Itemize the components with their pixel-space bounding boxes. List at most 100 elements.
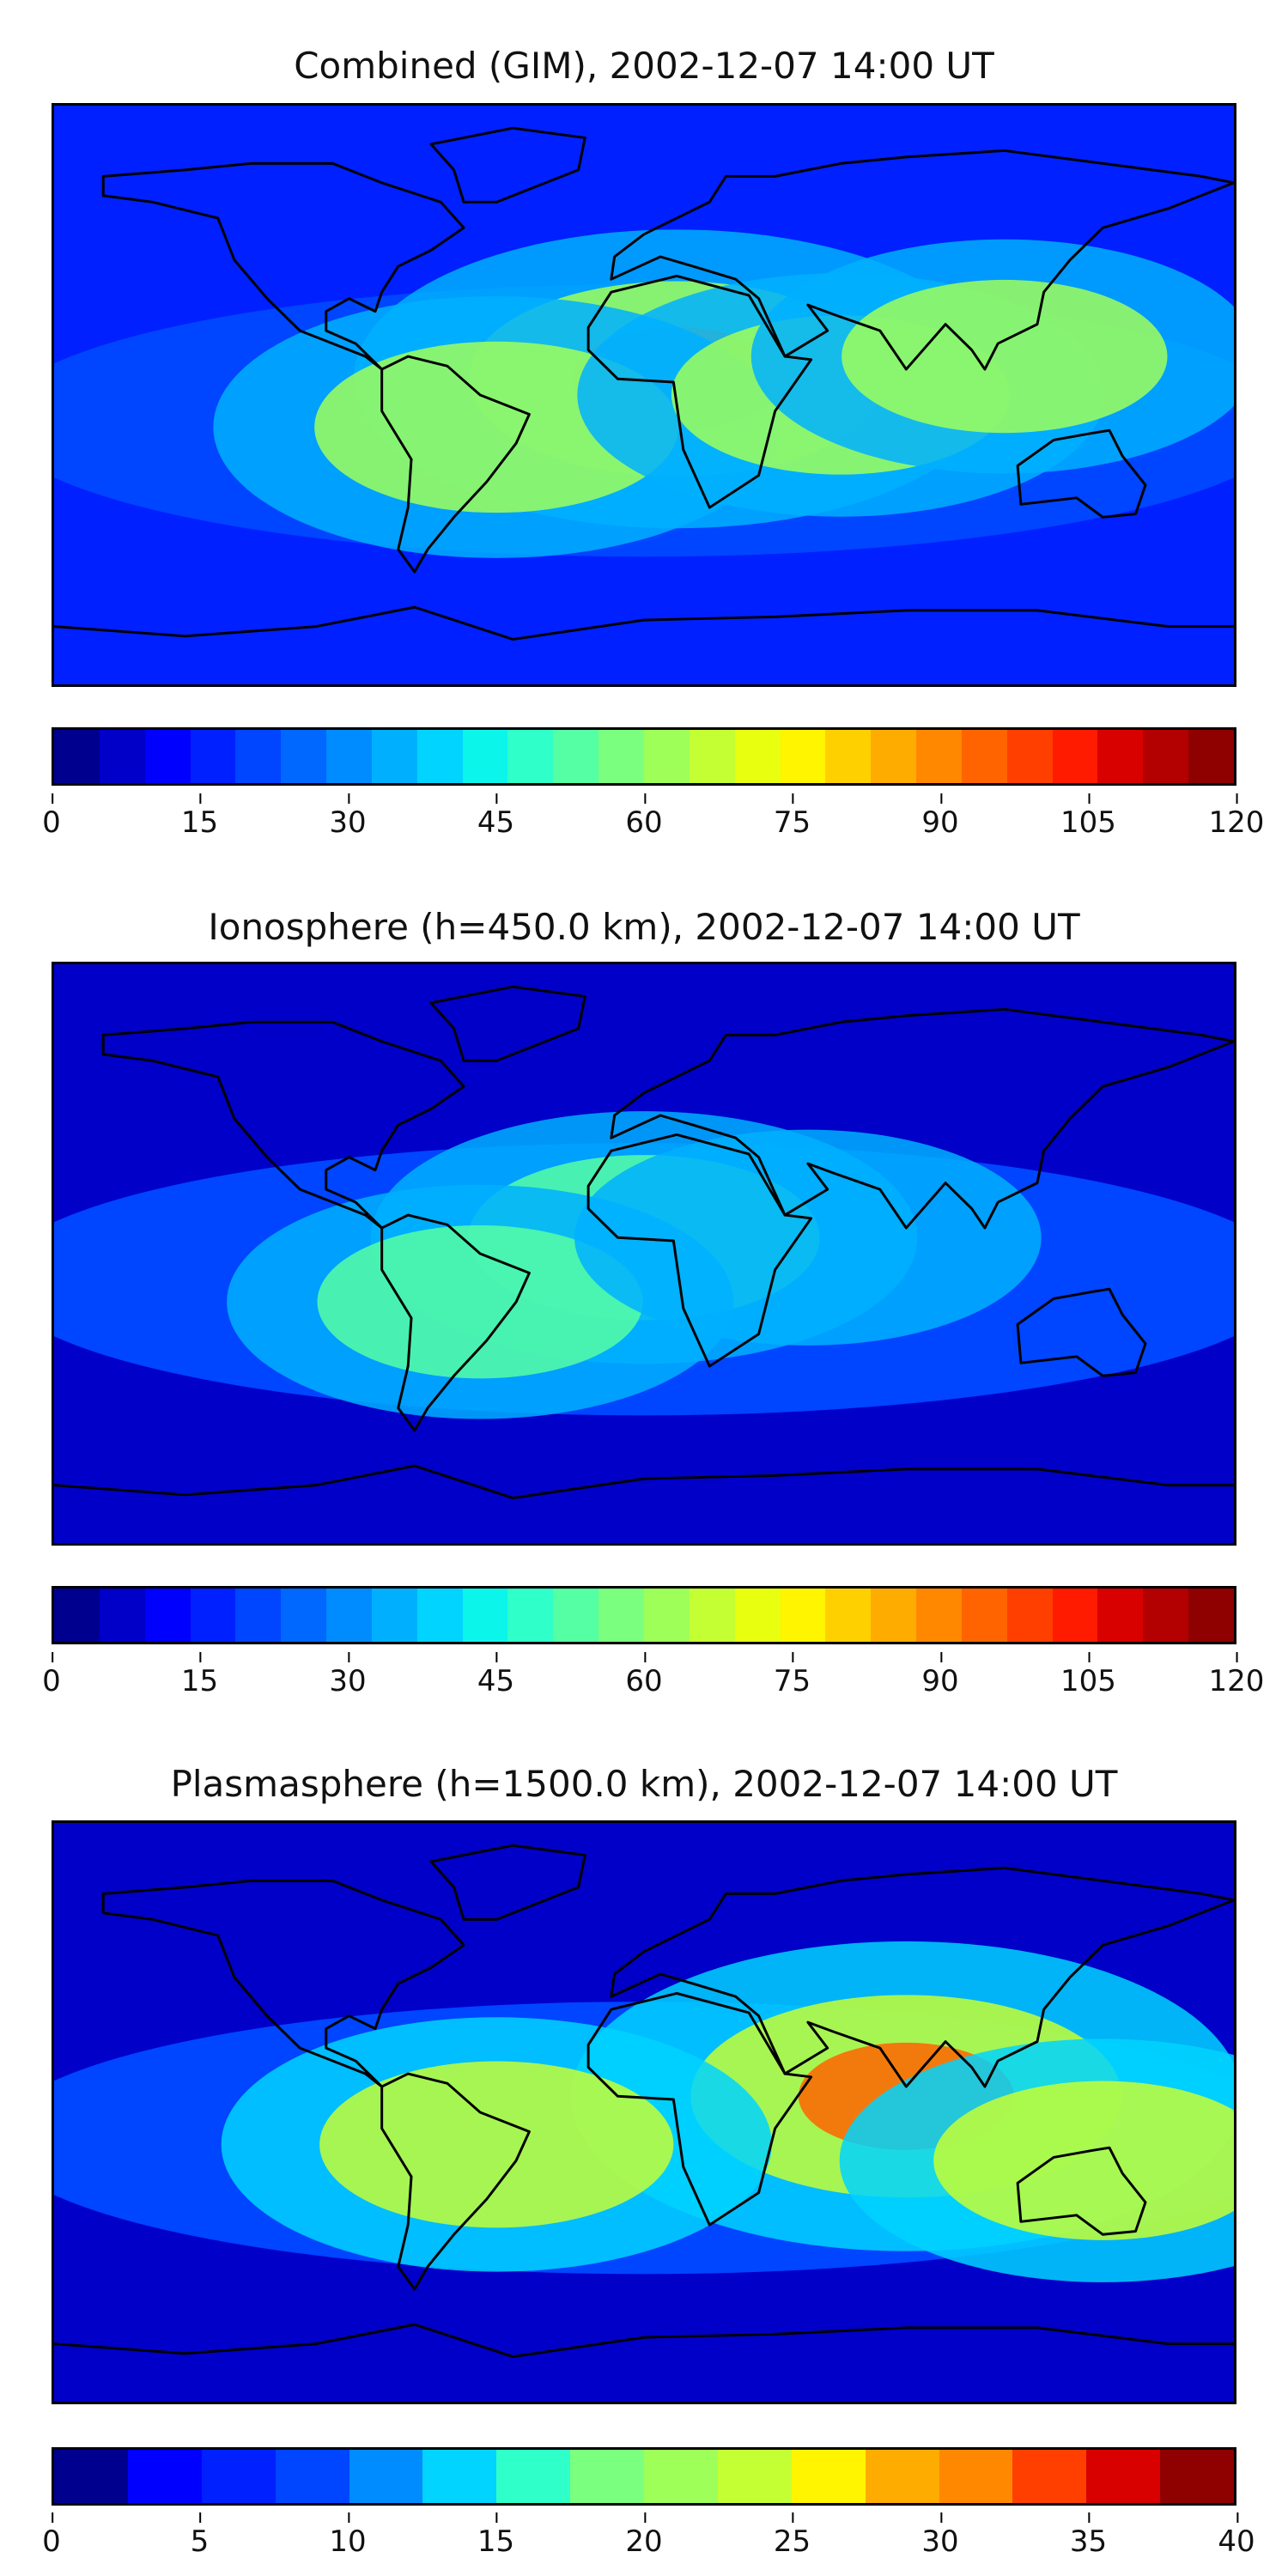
tec-contour: [317, 1225, 643, 1379]
colorbar-cell: [235, 730, 282, 783]
coastline-australia: [1016, 428, 1147, 519]
colorbar-cell: [734, 1589, 781, 1642]
colorbar-cell: [281, 730, 327, 783]
colorbar-cell: [1086, 2450, 1161, 2503]
colorbar-tick-label: 25: [773, 2512, 811, 2559]
colorbar-tick-label: 35: [1069, 2512, 1108, 2559]
colorbar-cell: [99, 730, 145, 783]
colorbar-cell: [54, 1589, 100, 1642]
colorbar-cell: [1012, 2450, 1087, 2503]
colorbar-tick-label: 45: [477, 793, 515, 840]
colorbar-cell: [371, 1589, 417, 1642]
map-title: Plasmasphere (h=1500.0 km), 2002-12-07 1…: [170, 1763, 1118, 1805]
colorbar-cell: [916, 1589, 962, 1642]
colorbar-cell: [689, 730, 735, 783]
colorbar-cell: [416, 730, 463, 783]
tec-map-svg: [54, 1823, 1234, 2402]
colorbar-cell: [1188, 730, 1234, 783]
colorbar-cell: [54, 2450, 128, 2503]
colorbar-cell: [326, 730, 372, 783]
colorbar-tick-label: 75: [773, 1652, 811, 1698]
coastline-eurasia: [610, 1007, 1234, 1230]
colorbar-cell: [496, 2450, 571, 2503]
coastline-eurasia: [610, 1866, 1234, 2088]
colorbar-cell: [1143, 730, 1189, 783]
colorbar-cell: [1052, 730, 1098, 783]
coastline-africa: [586, 1133, 813, 1368]
map-title: Ionosphere (h=450.0 km), 2002-12-07 14:0…: [208, 906, 1080, 948]
colorbar-cell: [916, 730, 962, 783]
colorbar: [52, 2447, 1236, 2506]
colorbar-cell: [780, 730, 826, 783]
coastline-australia: [1016, 1287, 1147, 1377]
colorbar-tick-label: 105: [1060, 793, 1116, 840]
colorbar-tick-label: 40: [1218, 2512, 1255, 2559]
colorbar: [52, 727, 1236, 786]
colorbar-cell: [871, 730, 917, 783]
colorbar-tick-label: 90: [921, 793, 959, 840]
colorbar-tick-label: 30: [329, 793, 367, 840]
colorbar-tick-label: 120: [1208, 1652, 1265, 1698]
tec-map-svg: [54, 106, 1234, 684]
colorbar-ticks: 0 5 10 15 20 25 30 35 40: [42, 2512, 1255, 2576]
tec-map: [52, 103, 1236, 687]
colorbar-tick-label: 5: [190, 2512, 210, 2559]
colorbar-cell: [780, 1589, 826, 1642]
colorbar-cell: [281, 1589, 327, 1642]
coastline-north-america: [101, 1879, 465, 2088]
colorbar-cell: [422, 2450, 497, 2503]
colorbar-cell: [939, 2450, 1013, 2503]
tec-contour: [933, 2081, 1234, 2240]
colorbar-tick-label: 10: [329, 2512, 367, 2559]
colorbar-tick-label: 75: [773, 793, 811, 840]
colorbar-cell: [1052, 1589, 1098, 1642]
colorbar-cell: [144, 730, 191, 783]
coastline-eurasia: [610, 149, 1234, 371]
colorbar-tick-label: 105: [1060, 1652, 1116, 1698]
colorbar-cell: [961, 730, 1007, 783]
colorbar-tick-label: 60: [625, 1652, 663, 1698]
colorbar-cell: [144, 1589, 191, 1642]
colorbar-cell: [1160, 2450, 1234, 2503]
coastline-north-america: [101, 1020, 465, 1230]
colorbar-cell: [190, 730, 236, 783]
colorbar-cell: [201, 2450, 276, 2503]
colorbar-tick-label: 0: [42, 2512, 61, 2559]
colorbar-tick-label: 15: [477, 2512, 515, 2559]
coastline-south-america: [380, 1213, 531, 1432]
coastline-south-america: [380, 355, 531, 574]
colorbar-cell: [570, 2450, 644, 2503]
colorbar-cell: [553, 730, 599, 783]
colorbar-cell: [553, 1589, 599, 1642]
coastline-south-america: [380, 2072, 531, 2291]
colorbar-cell: [1188, 1589, 1234, 1642]
colorbar-tick-label: 120: [1208, 793, 1265, 840]
colorbar-cell: [507, 1589, 554, 1642]
colorbar-cell: [598, 730, 644, 783]
colorbar-cell: [462, 730, 508, 783]
coastline-africa: [586, 274, 813, 509]
colorbar-cell: [689, 1589, 735, 1642]
tec-contour: [574, 1129, 1042, 1346]
colorbar-cell: [865, 2450, 939, 2503]
colorbar-cell: [644, 2450, 718, 2503]
colorbar-cell: [326, 1589, 372, 1642]
coastline-greenland: [429, 985, 586, 1062]
colorbar-tick-label: 90: [921, 1652, 959, 1698]
tec-map: [52, 1820, 1236, 2404]
coastline-antarctica: [54, 605, 1234, 641]
colorbar-cell: [643, 1589, 690, 1642]
map-title: Combined (GIM), 2002-12-07 14:00 UT: [294, 45, 994, 87]
colorbar-cell: [734, 730, 781, 783]
colorbar-cell: [717, 2450, 792, 2503]
colorbar-ticks: 0 15 30 45 60 75 90 105 120: [42, 1652, 1264, 1716]
colorbar-cell: [235, 1589, 282, 1642]
colorbar-tick-label: 20: [625, 2512, 663, 2559]
colorbar-cell: [871, 1589, 917, 1642]
colorbar-cell: [825, 1589, 872, 1642]
colorbar-tick-label: 0: [42, 793, 61, 840]
tec-contour: [841, 279, 1168, 434]
colorbar-cell: [54, 730, 100, 783]
colorbar-cell: [1097, 1589, 1144, 1642]
colorbar-cell: [1006, 1589, 1053, 1642]
